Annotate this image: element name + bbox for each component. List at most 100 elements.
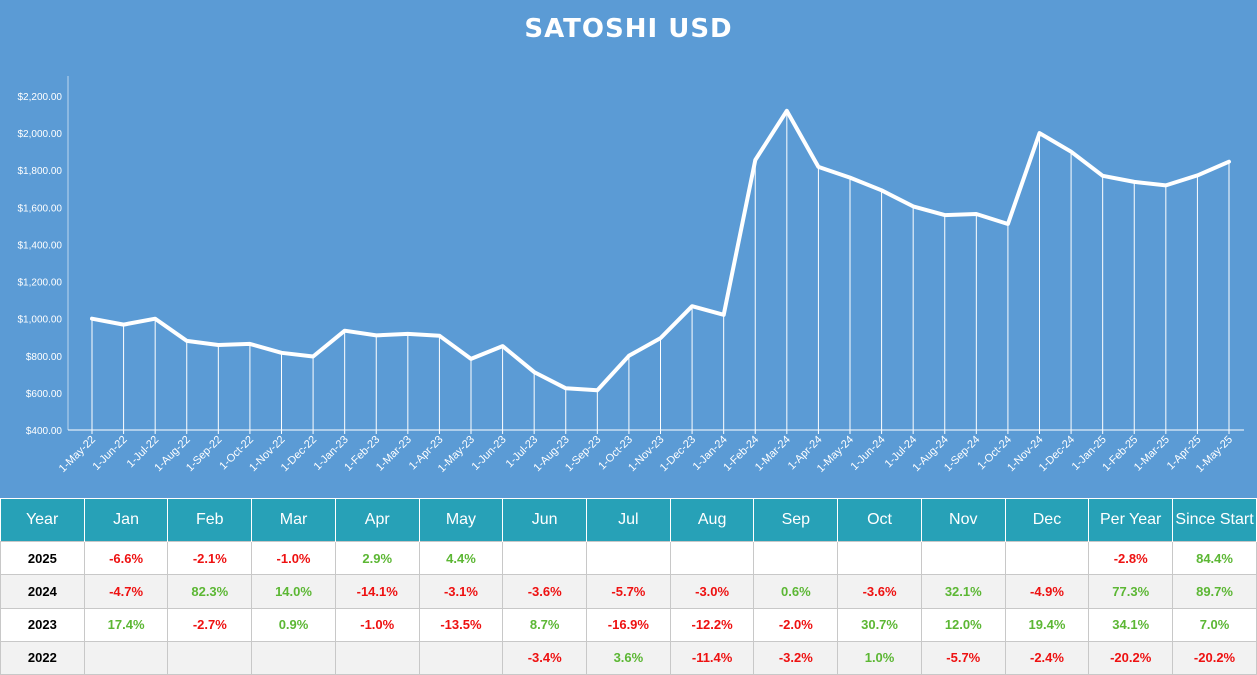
data-point <box>659 336 662 340</box>
monthly-returns-table: Year Jan Feb Mar Apr May Jun Jul Aug Sep Oct Nov Dec… <box>0 499 1257 675</box>
table-body: 2025 -6.6% -2.1% -1.0% 2.9% 4.4% -2.8% 84.4% 202… <box>0 540 1257 675</box>
data-point <box>122 323 126 327</box>
return-cell: -3.2% <box>753 640 839 675</box>
return-cell: -11.4% <box>669 640 755 675</box>
y-tick-label: $1,600.00 <box>18 203 63 214</box>
y-tick-label: $1,400.00 <box>18 240 63 251</box>
data-point <box>785 109 789 113</box>
data-point <box>943 213 947 217</box>
data-point <box>1132 180 1136 184</box>
column-header: Oct <box>837 499 922 542</box>
return-cell: -16.9% <box>586 607 671 642</box>
table-row: 2025 -6.6% -2.1% -1.0% 2.9% 4.4% -2.8% 84.4% <box>0 540 1257 576</box>
x-tick-label: 1-May-22 <box>57 434 98 475</box>
data-point <box>816 165 820 169</box>
return-cell: 89.7% <box>1172 574 1257 609</box>
return-cell: -1.0% <box>334 607 420 642</box>
table-header-row: Year Jan Feb Mar Apr May Jun Jul Aug Sep Oct Nov Dec… <box>0 499 1257 542</box>
y-tick-label: $2,200.00 <box>18 92 63 103</box>
x-tick-label: 1-Mar-24 <box>753 434 793 474</box>
data-point <box>374 333 378 337</box>
data-point <box>437 334 441 338</box>
data-point <box>469 357 473 361</box>
return-cell <box>251 640 336 675</box>
return-cell: 3.6% <box>586 640 671 675</box>
data-point <box>690 304 694 308</box>
return-cell: -5.7% <box>586 574 671 609</box>
data-point <box>406 332 410 336</box>
return-cell <box>837 540 922 576</box>
return-cell: 82.3% <box>167 574 253 609</box>
table-row: 2024 -4.7% 82.3% 14.0% -14.1% -3.1% -3.6% -5.7%… <box>0 574 1257 609</box>
y-tick-label: $1,800.00 <box>18 166 63 177</box>
data-point <box>311 355 315 359</box>
return-cell: 4.4% <box>418 540 504 576</box>
return-cell <box>1004 540 1090 576</box>
return-cell: 77.3% <box>1088 574 1174 609</box>
data-point <box>532 370 536 374</box>
return-cell: -2.4% <box>1004 640 1090 675</box>
return-cell: -12.2% <box>669 607 755 642</box>
data-point <box>1227 160 1231 164</box>
x-tick-label: 1-Jun-23 <box>470 434 509 473</box>
return-cell: 12.0% <box>920 607 1006 642</box>
return-cell: 84.4% <box>1172 540 1257 576</box>
return-cell: -4.9% <box>1004 574 1090 609</box>
return-cell: 0.9% <box>251 607 336 642</box>
return-cell: -20.2% <box>1172 640 1257 675</box>
data-point <box>627 354 631 358</box>
column-header: Per Year <box>1088 499 1174 542</box>
data-point <box>722 313 726 317</box>
data-point <box>1101 174 1105 178</box>
column-header: Jun <box>502 499 588 542</box>
data-point <box>248 342 252 346</box>
return-cell: 7.0% <box>1172 607 1257 642</box>
return-cell: -3.6% <box>837 574 922 609</box>
return-cell: -13.5% <box>418 607 504 642</box>
return-cell: 32.1% <box>920 574 1006 609</box>
data-point <box>343 329 347 333</box>
data-point <box>753 158 757 162</box>
data-point <box>564 386 568 390</box>
return-cell <box>83 640 169 675</box>
return-cell <box>167 640 253 675</box>
return-cell: -3.0% <box>669 574 755 609</box>
column-header: Feb <box>167 499 253 542</box>
return-cell: -4.7% <box>83 574 169 609</box>
return-cell: -20.2% <box>1088 640 1174 675</box>
chart-area: $400.00 $600.00 $800.00 $1,000.00 $1,200.00 $… <box>0 0 1257 498</box>
table-row: 2022 -3.4% 3.6% -11.4% -3.2% 1.0% -5.7% -2.4% -2… <box>0 640 1257 675</box>
return-cell: -2.1% <box>167 540 253 576</box>
return-cell <box>502 540 588 576</box>
column-header: Apr <box>335 499 420 542</box>
return-cell <box>334 640 420 675</box>
data-point <box>848 176 852 180</box>
y-tick-label: $1,000.00 <box>18 315 63 326</box>
x-tick-label: 1-Jun-22 <box>91 434 130 473</box>
data-point <box>280 351 283 355</box>
column-header: Mar <box>251 499 336 542</box>
y-tick-label: $400.00 <box>26 426 63 437</box>
return-cell <box>669 540 755 576</box>
column-header: Jul <box>586 499 671 542</box>
return-cell: 30.7% <box>837 607 922 642</box>
data-point <box>911 204 915 208</box>
data-point <box>153 317 157 321</box>
return-cell: -3.6% <box>502 574 588 609</box>
chart-title: SATOSHI USD <box>524 14 733 44</box>
y-tick-label: $2,000.00 <box>18 129 63 140</box>
data-point <box>1069 150 1073 154</box>
y-tick-label: $1,200.00 <box>18 278 63 289</box>
return-cell <box>586 540 671 576</box>
return-cell: 19.4% <box>1004 607 1090 642</box>
return-cell: 1.0% <box>837 640 922 675</box>
return-cell <box>418 640 504 675</box>
column-header: May <box>419 499 504 542</box>
year-cell: 2025 <box>0 540 85 576</box>
data-point <box>1164 183 1168 187</box>
table-row: 2023 17.4% -2.7% 0.9% -1.0% -13.5% 8.7% -16.9% -… <box>0 607 1257 642</box>
return-cell: 17.4% <box>83 607 169 642</box>
column-header: Aug <box>670 499 755 542</box>
return-cell: -5.7% <box>920 640 1006 675</box>
return-cell: 14.0% <box>251 574 336 609</box>
